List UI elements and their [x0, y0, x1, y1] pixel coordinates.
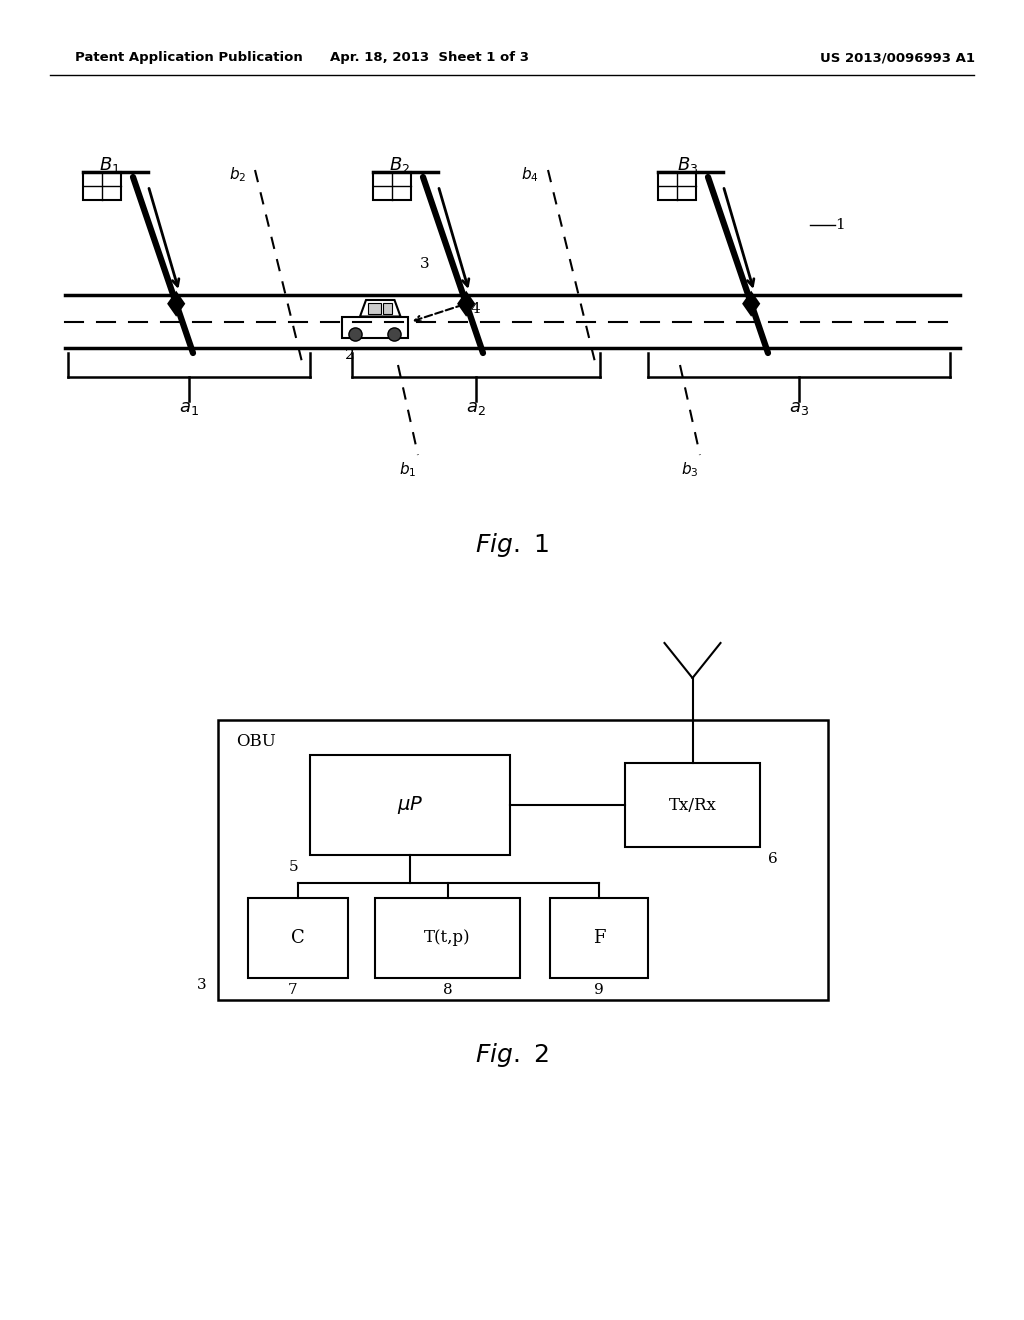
Polygon shape [457, 290, 475, 317]
Text: 8: 8 [442, 983, 453, 997]
Text: $a_1$: $a_1$ [179, 399, 199, 417]
Text: $B_1$: $B_1$ [99, 154, 121, 176]
Bar [368, 304, 381, 314]
Text: 3: 3 [420, 256, 430, 271]
Text: F: F [593, 929, 605, 946]
Text: 3: 3 [197, 978, 206, 993]
Bar [342, 317, 408, 338]
Text: $\mathit{Fig.\ 2}$: $\mathit{Fig.\ 2}$ [475, 1041, 549, 1069]
Text: 9: 9 [594, 983, 604, 997]
Text: 1: 1 [836, 218, 845, 232]
Text: US 2013/0096993 A1: US 2013/0096993 A1 [820, 51, 975, 65]
Text: OBU: OBU [236, 734, 275, 751]
Bar [310, 755, 510, 855]
Text: Apr. 18, 2013  Sheet 1 of 3: Apr. 18, 2013 Sheet 1 of 3 [331, 51, 529, 65]
Bar [248, 898, 348, 978]
Text: Patent Application Publication: Patent Application Publication [75, 51, 303, 65]
Text: C: C [291, 929, 305, 946]
Text: 7: 7 [288, 983, 298, 997]
Text: $\mathit{Fig.\ 1}$: $\mathit{Fig.\ 1}$ [475, 531, 549, 558]
Text: $a_2$: $a_2$ [466, 399, 486, 417]
Text: $a_3$: $a_3$ [790, 399, 809, 417]
Bar [625, 763, 760, 847]
Text: $b_4$: $b_4$ [521, 165, 539, 185]
Text: T(t,p): T(t,p) [424, 929, 471, 946]
Text: Tx/Rx: Tx/Rx [669, 796, 717, 813]
Bar [218, 719, 828, 1001]
Bar [83, 172, 121, 201]
Text: 5: 5 [289, 861, 298, 874]
Text: $b_1$: $b_1$ [399, 461, 417, 479]
Text: $B_3$: $B_3$ [677, 154, 698, 176]
Text: 4: 4 [470, 302, 480, 315]
Bar [658, 172, 696, 201]
Polygon shape [742, 290, 760, 317]
Text: 2: 2 [345, 348, 355, 362]
Bar [383, 304, 392, 314]
Text: $b_3$: $b_3$ [681, 461, 698, 479]
Bar [550, 898, 648, 978]
Text: $B_2$: $B_2$ [389, 154, 411, 176]
Text: $b_2$: $b_2$ [229, 165, 247, 185]
Text: $\mu P$: $\mu P$ [397, 795, 423, 816]
Bar [375, 898, 520, 978]
Polygon shape [167, 290, 185, 317]
Circle shape [388, 327, 401, 341]
Polygon shape [360, 300, 400, 317]
Text: 6: 6 [768, 851, 778, 866]
Bar [373, 172, 411, 201]
Circle shape [349, 327, 362, 341]
